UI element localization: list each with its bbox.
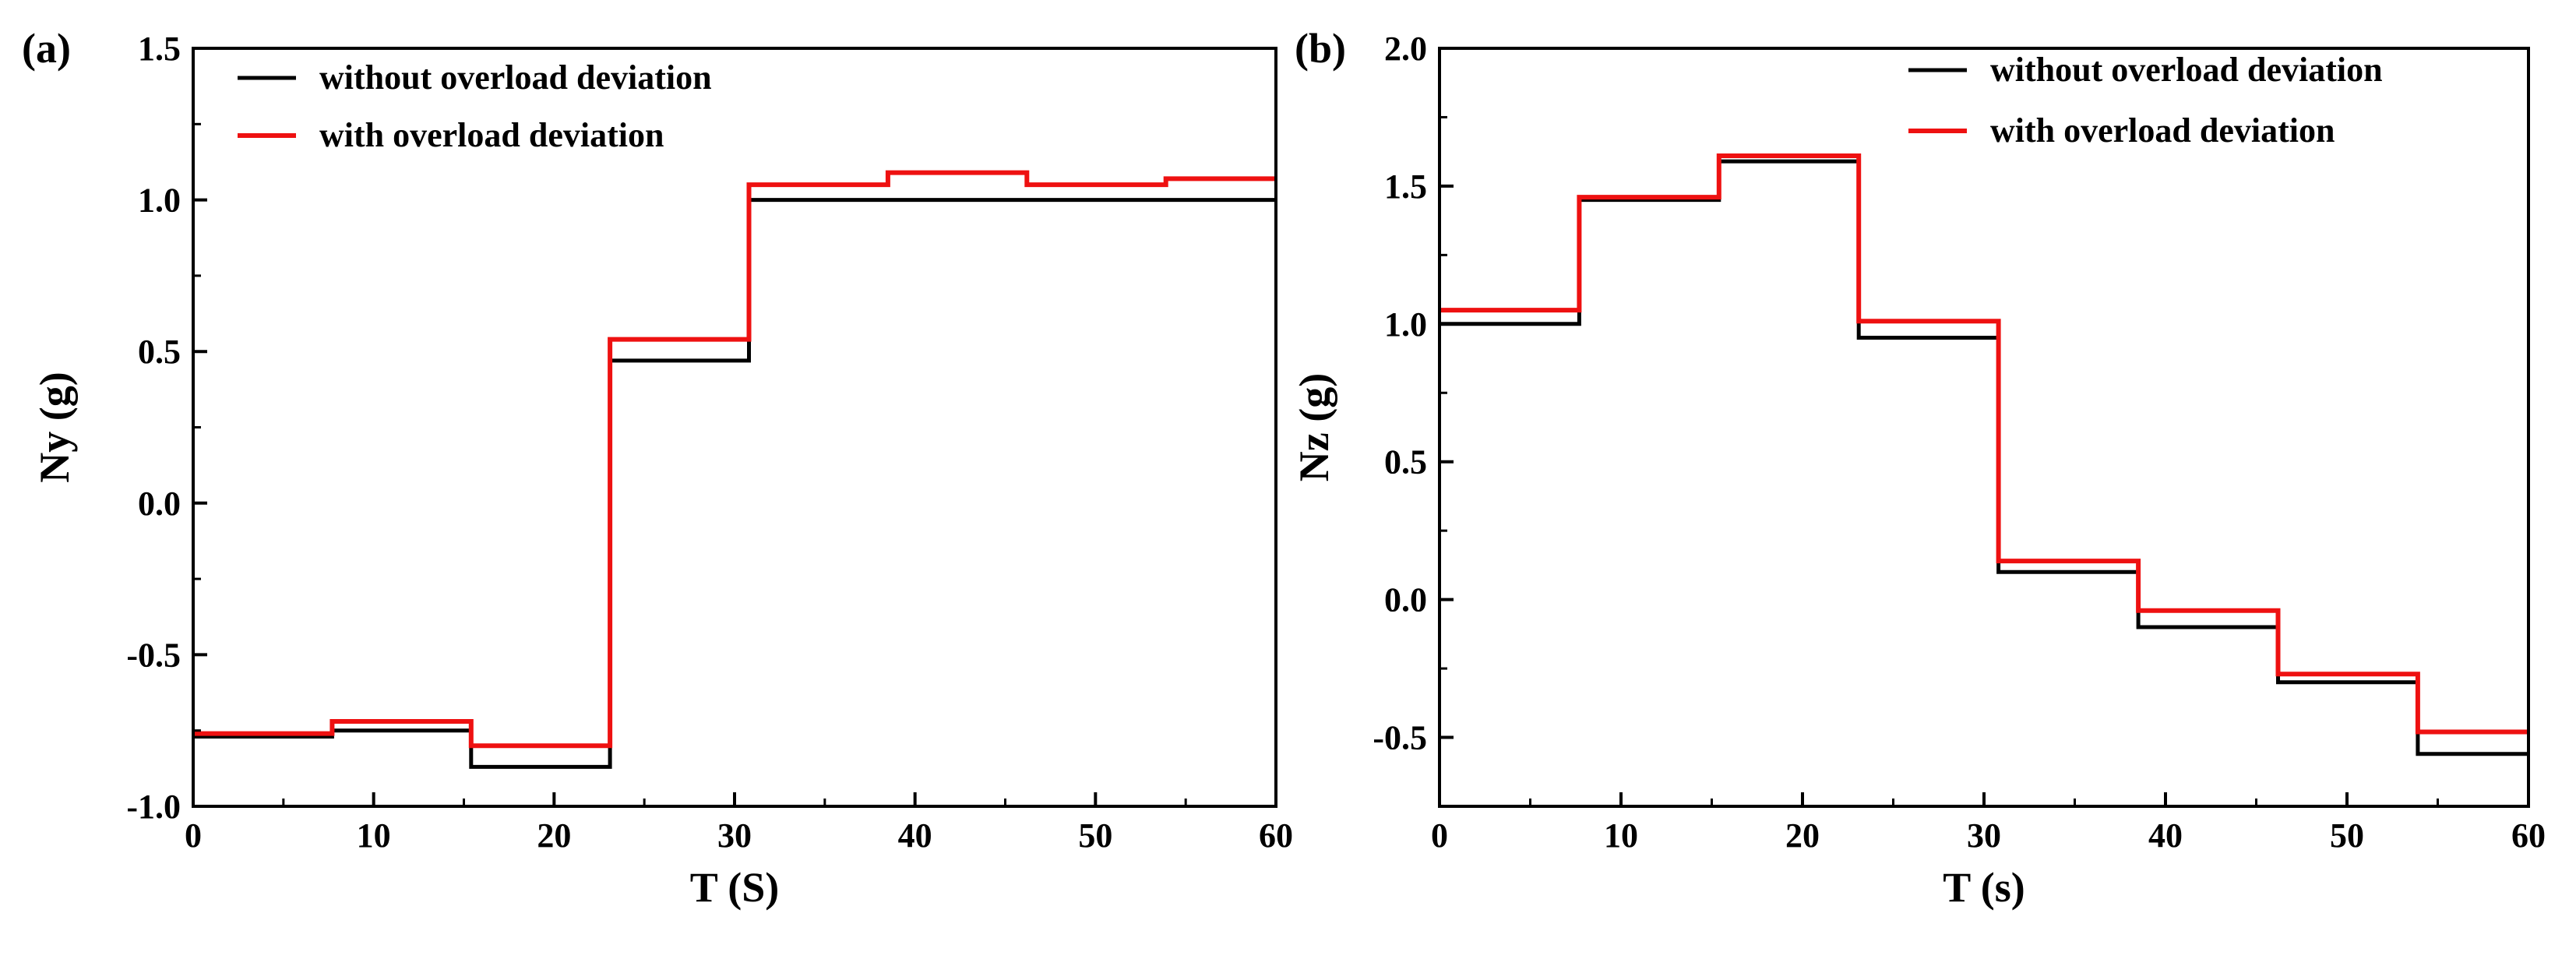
panel-label: (b) [1295, 25, 1346, 72]
x-tick-label: 0 [1431, 816, 1448, 855]
y-tick-label: -0.5 [1373, 719, 1427, 757]
plot-frame [1438, 47, 2530, 808]
legend: without overload deviation with overload … [1908, 51, 2383, 150]
legend: without overload deviation with overload … [238, 58, 712, 154]
y-tick-label: 0.5 [138, 333, 181, 371]
series-line-without-overload-deviation [193, 198, 1276, 769]
x-axis-label: T (s) [1943, 864, 2025, 911]
y-axis-label: Ny (g) [31, 372, 78, 482]
y-tick-label: 0.0 [1384, 581, 1427, 619]
y-tick-label: 1.0 [138, 182, 181, 220]
series-line-with-overload-deviation [1440, 153, 2528, 735]
series-line-without-overload-deviation [1440, 159, 2528, 756]
x-tick-label: 30 [717, 816, 752, 855]
x-tick-label: 10 [1604, 816, 1638, 855]
y-tick-label: 0.5 [1384, 443, 1427, 481]
panel-label: (a) [22, 25, 71, 72]
y-tick-label: -0.5 [126, 636, 181, 674]
legend-label: without overload deviation [1990, 51, 2383, 89]
x-tick-label: 0 [185, 816, 202, 855]
x-tick-label: 60 [2511, 816, 2546, 855]
x-tick-label: 50 [1078, 816, 1112, 855]
plot-frame [192, 47, 1277, 808]
x-tick-label: 10 [357, 816, 391, 855]
series-line-with-overload-deviation [193, 170, 1276, 749]
legend-label: with overload deviation [319, 116, 664, 154]
x-tick-label: 40 [2148, 816, 2183, 855]
x-tick-label: 20 [537, 816, 571, 855]
y-tick-label: 1.5 [1384, 167, 1427, 206]
chart-panel-b: 0 10 20 30 40 50 60 -0.5 0.0 0.5 1.0 1.5 2.0 (b) T (s)… [1291, 25, 2546, 911]
x-axis-label: T (S) [690, 864, 780, 911]
y-tick-label: 1.5 [138, 30, 181, 68]
x-tick-label: 50 [2330, 816, 2364, 855]
y-tick-label: 0.0 [138, 485, 181, 523]
x-tick-label: 40 [898, 816, 932, 855]
y-tick-label: 2.0 [1384, 30, 1427, 68]
y-axis-label: Nz (g) [1291, 373, 1337, 481]
y-tick-label: 1.0 [1384, 305, 1427, 344]
legend-label: without overload deviation [319, 58, 712, 97]
x-tick-label: 60 [1259, 816, 1293, 855]
x-tick-label: 30 [1967, 816, 2001, 855]
x-tick-label: 20 [1785, 816, 1820, 855]
y-tick-label: -1.0 [126, 788, 181, 826]
legend-label: with overload deviation [1990, 111, 2335, 150]
chart-panel-a: 0 10 20 30 40 50 60 -1.0 -0.5 0.0 0.5 1.0 1.5 (a) T (S… [22, 25, 1293, 911]
